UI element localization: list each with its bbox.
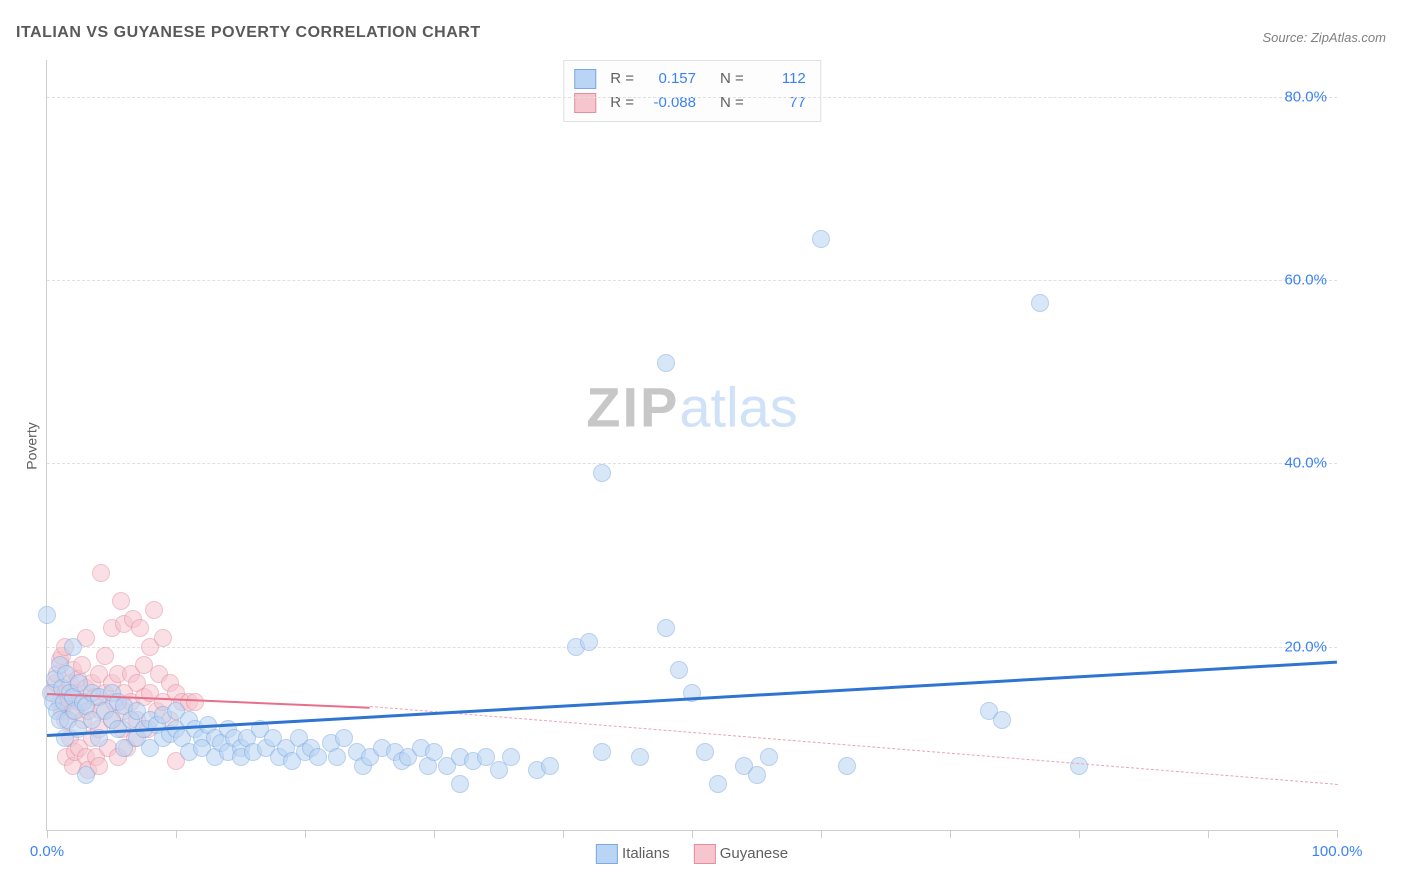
x-tick <box>950 830 951 838</box>
scatter-point <box>631 748 649 766</box>
scatter-point <box>96 647 114 665</box>
scatter-point <box>145 601 163 619</box>
gridline <box>47 647 1337 648</box>
legend-label: Italians <box>622 845 670 862</box>
stats-row: R = 0.157 N = 112 <box>574 67 806 91</box>
legend-swatch <box>694 844 716 864</box>
scatter-point <box>593 464 611 482</box>
gridline <box>47 463 1337 464</box>
source-label: Source: <box>1262 30 1310 45</box>
legend-item: Guyanese <box>694 844 789 864</box>
legend-swatch <box>596 844 618 864</box>
x-tick <box>1337 830 1338 838</box>
scatter-point <box>490 761 508 779</box>
legend-item: Italians <box>596 844 670 864</box>
scatter-point <box>657 354 675 372</box>
x-tick <box>47 830 48 838</box>
scatter-point <box>131 619 149 637</box>
series-legend: Italians Guyanese <box>596 844 788 864</box>
watermark: ZIPatlas <box>586 374 797 439</box>
legend-label: Guyanese <box>720 845 788 862</box>
stats-legend: R = 0.157 N = 112 R = -0.088 N = 77 <box>563 60 821 122</box>
scatter-point <box>451 775 469 793</box>
scatter-point <box>670 661 688 679</box>
stat-n-value: 77 <box>754 91 806 115</box>
scatter-point <box>309 748 327 766</box>
scatter-point <box>1070 757 1088 775</box>
x-tick <box>1208 830 1209 838</box>
scatter-point <box>92 564 110 582</box>
legend-swatch <box>574 69 596 89</box>
stat-n-value: 112 <box>754 67 806 91</box>
y-tick-label: 40.0% <box>1284 455 1327 472</box>
scatter-point <box>502 748 520 766</box>
scatter-point <box>77 766 95 784</box>
scatter-point <box>64 638 82 656</box>
trend-line <box>369 706 1337 785</box>
scatter-point <box>812 230 830 248</box>
scatter-point <box>112 592 130 610</box>
gridline <box>47 280 1337 281</box>
stat-n-label: N = <box>720 91 744 115</box>
scatter-point <box>993 711 1011 729</box>
scatter-point <box>73 656 91 674</box>
source-name: ZipAtlas.com <box>1311 30 1386 45</box>
stat-r-label: R = <box>610 91 634 115</box>
x-tick <box>821 830 822 838</box>
scatter-point <box>154 629 172 647</box>
stat-r-value: -0.088 <box>644 91 696 115</box>
scatter-point <box>696 743 714 761</box>
stat-r-value: 0.157 <box>644 67 696 91</box>
source-attribution: Source: ZipAtlas.com <box>1262 30 1386 45</box>
scatter-point <box>541 757 559 775</box>
scatter-point <box>748 766 766 784</box>
plot-area: ZIPatlas R =0.157N =112R =-0.088N =77 It… <box>46 60 1337 831</box>
watermark-atlas: atlas <box>679 375 797 438</box>
scatter-point <box>593 743 611 761</box>
y-tick-label: 20.0% <box>1284 638 1327 655</box>
scatter-point <box>709 775 727 793</box>
y-tick-label: 60.0% <box>1284 272 1327 289</box>
scatter-point <box>1031 294 1049 312</box>
scatter-point <box>38 606 56 624</box>
scatter-point <box>760 748 778 766</box>
trend-line <box>47 660 1337 736</box>
x-tick-label: 0.0% <box>30 843 64 860</box>
chart-title: ITALIAN VS GUYANESE POVERTY CORRELATION … <box>16 24 481 42</box>
x-tick <box>434 830 435 838</box>
x-tick <box>1079 830 1080 838</box>
scatter-point <box>838 757 856 775</box>
x-tick <box>692 830 693 838</box>
scatter-point <box>580 633 598 651</box>
x-tick-label: 100.0% <box>1312 843 1363 860</box>
y-axis-label: Poverty <box>24 422 40 469</box>
scatter-point <box>186 693 204 711</box>
x-tick <box>305 830 306 838</box>
scatter-point <box>328 748 346 766</box>
x-tick <box>176 830 177 838</box>
chart-container: ITALIAN VS GUYANESE POVERTY CORRELATION … <box>0 0 1406 892</box>
stat-r-label: R = <box>610 67 634 91</box>
x-tick <box>563 830 564 838</box>
gridline <box>47 97 1337 98</box>
stats-row: R = -0.088 N = 77 <box>574 91 806 115</box>
y-tick-label: 80.0% <box>1284 88 1327 105</box>
scatter-point <box>657 619 675 637</box>
watermark-zip: ZIP <box>586 375 679 438</box>
stat-n-label: N = <box>720 67 744 91</box>
